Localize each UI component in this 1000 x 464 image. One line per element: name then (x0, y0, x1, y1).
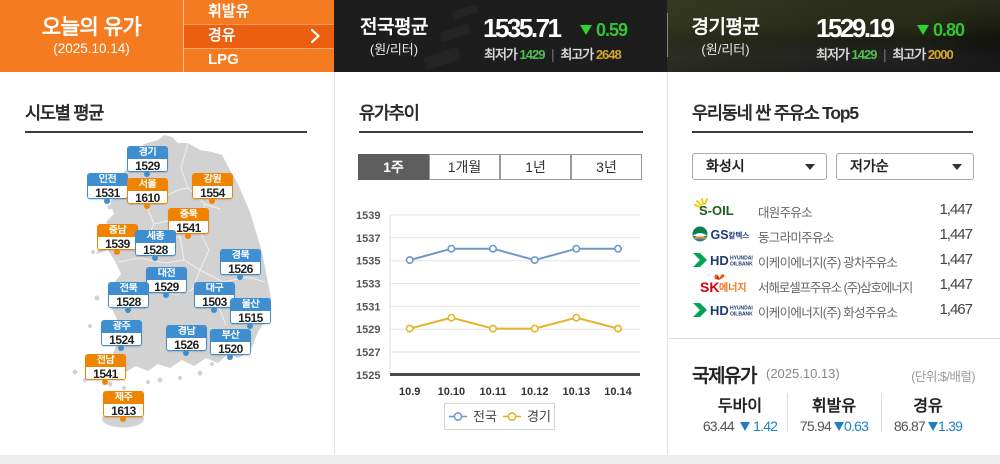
svg-text:OILBANK: OILBANK (730, 262, 753, 268)
svg-text:HYUNDAI: HYUNDAI (730, 256, 753, 262)
svg-text:1535: 1535 (356, 256, 380, 268)
svg-text:1525: 1525 (356, 370, 380, 382)
svg-text:칼텍스: 칼텍스 (729, 230, 750, 240)
svg-text:1537: 1537 (356, 233, 380, 245)
svg-text:10.11: 10.11 (480, 386, 507, 398)
svg-text:HYUNDAI: HYUNDAI (730, 306, 753, 312)
svg-text:10.9: 10.9 (399, 386, 420, 398)
svg-text:10.12: 10.12 (521, 386, 549, 398)
svg-text:10.10: 10.10 (438, 386, 466, 398)
svg-text:경기: 경기 (527, 409, 551, 424)
svg-text:1533: 1533 (356, 279, 380, 291)
svg-text:SK: SK (700, 279, 719, 295)
svg-text:에너지: 에너지 (719, 281, 747, 294)
svg-text:S-OIL: S-OIL (699, 203, 734, 218)
svg-text:GS: GS (711, 228, 729, 242)
svg-text:10.14: 10.14 (604, 386, 632, 398)
svg-text:HD: HD (710, 253, 729, 268)
svg-text:전국: 전국 (473, 409, 497, 424)
svg-text:10.13: 10.13 (563, 386, 591, 398)
svg-text:1531: 1531 (356, 301, 380, 313)
svg-text:1527: 1527 (356, 347, 380, 359)
svg-text:1539: 1539 (356, 210, 380, 222)
svg-text:OILBANK: OILBANK (730, 312, 753, 318)
svg-text:HD: HD (710, 303, 729, 318)
svg-text:1529: 1529 (356, 324, 380, 336)
